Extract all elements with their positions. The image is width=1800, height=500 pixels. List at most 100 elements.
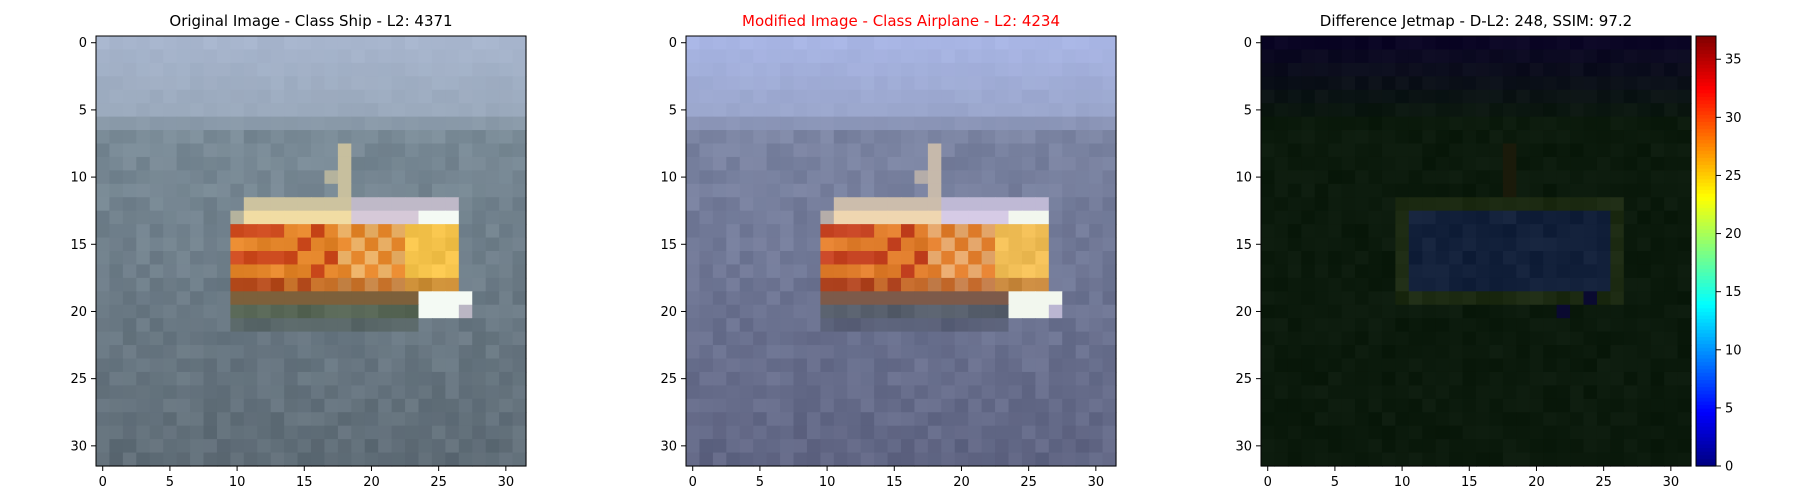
pixel <box>337 197 352 212</box>
pixel <box>793 251 808 266</box>
pixel <box>968 116 983 131</box>
pixel <box>1529 116 1544 131</box>
y-tick-label: 15 <box>70 238 87 253</box>
colorbar-segment <box>1696 86 1716 91</box>
pixel <box>739 156 754 171</box>
pixel <box>1368 264 1383 279</box>
pixel <box>1476 237 1491 252</box>
pixel <box>163 358 178 373</box>
pixel <box>981 130 996 145</box>
pixel <box>512 345 527 360</box>
pixel <box>1610 398 1625 413</box>
pixel <box>190 224 205 239</box>
pixel <box>780 251 795 266</box>
image-pixels <box>686 36 1117 467</box>
pixel <box>431 130 446 145</box>
pixel <box>1623 277 1638 292</box>
pixel <box>1408 277 1423 292</box>
pixel <box>820 345 835 360</box>
pixel <box>96 425 111 440</box>
pixel <box>149 385 164 400</box>
pixel <box>230 291 245 306</box>
pixel <box>405 398 420 413</box>
pixel <box>1650 130 1665 145</box>
pixel <box>712 398 727 413</box>
pixel <box>1543 345 1558 360</box>
pixel <box>1341 103 1356 118</box>
pixel <box>176 170 191 185</box>
colorbar-segment <box>1696 147 1716 152</box>
pixel <box>176 183 191 198</box>
pixel <box>445 103 460 118</box>
pixel <box>1556 264 1571 279</box>
pixel <box>284 398 299 413</box>
pixel <box>1502 49 1517 64</box>
pixel <box>149 345 164 360</box>
pixel <box>927 237 942 252</box>
pixel <box>914 36 929 51</box>
pixel <box>712 156 727 171</box>
pixel <box>1489 304 1504 319</box>
pixel <box>391 183 406 198</box>
pixel <box>941 371 956 386</box>
pixel <box>96 76 111 91</box>
pixel <box>1435 251 1450 266</box>
pixel <box>216 304 231 319</box>
pixel <box>149 371 164 386</box>
pixel <box>1102 371 1117 386</box>
pixel <box>1314 318 1329 333</box>
pixel <box>887 385 902 400</box>
pixel <box>1328 398 1343 413</box>
pixel <box>1021 49 1036 64</box>
pixel <box>1435 36 1450 51</box>
pixel <box>324 291 339 306</box>
pixel <box>780 62 795 77</box>
axes-frame <box>1260 35 1692 467</box>
pixel <box>1650 412 1665 427</box>
pixel <box>284 425 299 440</box>
pixel <box>257 103 272 118</box>
pixel <box>431 76 446 91</box>
pixel <box>431 304 446 319</box>
pixel <box>1583 251 1598 266</box>
pixel <box>1008 452 1023 467</box>
pixel <box>512 89 527 104</box>
pixel <box>270 103 285 118</box>
pixel <box>927 318 942 333</box>
pixel <box>1543 197 1558 212</box>
pixel <box>243 49 258 64</box>
pixel <box>1570 371 1585 386</box>
pixel <box>847 291 862 306</box>
pixel <box>793 425 808 440</box>
pixel <box>1637 156 1652 171</box>
pixel <box>1462 345 1477 360</box>
pixel <box>1650 264 1665 279</box>
pixel <box>1408 385 1423 400</box>
pixel <box>1543 412 1558 427</box>
pixel <box>995 210 1010 225</box>
pixel <box>1048 183 1063 198</box>
pixel <box>1261 439 1276 454</box>
pixel <box>954 156 969 171</box>
pixel <box>458 36 473 51</box>
pixel <box>833 345 848 360</box>
pixel <box>1314 331 1329 346</box>
colorbar-segment <box>1696 351 1716 356</box>
pixel <box>378 264 393 279</box>
pixel <box>793 264 808 279</box>
colorbar-segment <box>1696 218 1716 223</box>
pixel <box>820 412 835 427</box>
pixel <box>1328 371 1343 386</box>
pixel <box>445 116 460 131</box>
pixel <box>1314 143 1329 158</box>
pixel <box>1021 452 1036 467</box>
pixel <box>203 264 218 279</box>
pixel <box>981 264 996 279</box>
pixel <box>1529 237 1544 252</box>
pixel <box>1301 452 1316 467</box>
pixel <box>163 224 178 239</box>
pixel <box>311 345 326 360</box>
pixel <box>1583 62 1598 77</box>
pixel <box>887 76 902 91</box>
pixel <box>176 251 191 266</box>
